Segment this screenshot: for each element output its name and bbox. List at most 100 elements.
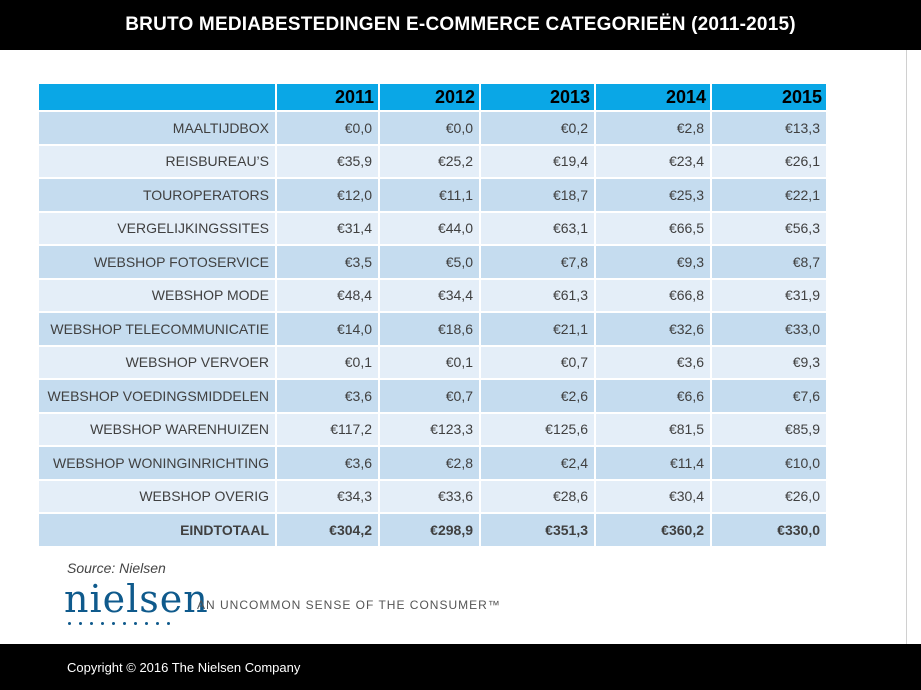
- cell-2014: €2,8: [596, 112, 710, 144]
- table-row: WEBSHOP WONINGINRICHTING €3,6 €2,8 €2,4 …: [39, 447, 826, 479]
- table-row: VERGELIJKINGSSITES €31,4 €44,0 €63,1 €66…: [39, 212, 826, 244]
- nielsen-logo: nielsen: [64, 577, 209, 625]
- cell-2011: €31,4: [277, 212, 378, 244]
- row-category: WEBSHOP WONINGINRICHTING: [39, 447, 275, 479]
- row-category: WEBSHOP VOEDINGSMIDDELEN: [39, 380, 275, 412]
- copyright-text: Copyright © 2016 The Nielsen Company: [67, 659, 301, 675]
- cell-2013: €0,7: [481, 346, 594, 378]
- column-header-2013: 2013: [481, 84, 594, 110]
- column-header-2012: 2012: [380, 84, 479, 110]
- cell-2012: €123,3: [380, 413, 479, 445]
- table-total-row: EINDTOTAAL €304,2 €298,9 €351,3 €360,2 €…: [39, 514, 826, 546]
- cell-2012: €44,0: [380, 212, 479, 244]
- cell-2011: €0,1: [277, 346, 378, 378]
- cell-2012: €0,0: [380, 112, 479, 144]
- cell-2011: €12,0: [277, 179, 378, 211]
- column-header-2011: 2011: [277, 84, 378, 110]
- title-bar: BRUTO MEDIABESTEDINGEN E-COMMERCE CATEGO…: [0, 0, 921, 50]
- cell-2012: €33,6: [380, 480, 479, 512]
- cell-2014: €81,5: [596, 413, 710, 445]
- table-row: TOUROPERATORS €12,0 €11,1 €18,7 €25,3 €2…: [39, 179, 826, 211]
- cell-2011: €48,4: [277, 279, 378, 311]
- row-category: EINDTOTAAL: [39, 514, 275, 546]
- cell-2013: €21,1: [481, 313, 594, 345]
- table-row: WEBSHOP VERVOER €0,1 €0,1 €0,7 €3,6 €9,3: [39, 346, 826, 378]
- cell-2011: €35,9: [277, 145, 378, 177]
- cell-2014: €32,6: [596, 313, 710, 345]
- cell-2013: €125,6: [481, 413, 594, 445]
- cell-2015: €13,3: [712, 112, 826, 144]
- cell-2014: €66,8: [596, 279, 710, 311]
- cell-2015: €7,6: [712, 380, 826, 412]
- cell-2014: €6,6: [596, 380, 710, 412]
- table-header-row: 2011 2012 2013 2014 2015: [39, 84, 826, 110]
- cell-2013: €351,3: [481, 514, 594, 546]
- cell-2013: €2,6: [481, 380, 594, 412]
- media-spend-table: 2011 2012 2013 2014 2015 MAALTIJDBOX €0,…: [37, 82, 828, 548]
- table-row: WEBSHOP TELECOMMUNICATIE €14,0 €18,6 €21…: [39, 313, 826, 345]
- cell-2012: €298,9: [380, 514, 479, 546]
- cell-2015: €9,3: [712, 346, 826, 378]
- column-header-2014: 2014: [596, 84, 710, 110]
- cell-2013: €0,2: [481, 112, 594, 144]
- cell-2014: €66,5: [596, 212, 710, 244]
- cell-2012: €11,1: [380, 179, 479, 211]
- cell-2015: €33,0: [712, 313, 826, 345]
- cell-2013: €63,1: [481, 212, 594, 244]
- cell-2012: €5,0: [380, 246, 479, 278]
- table-row: WEBSHOP WARENHUIZEN €117,2 €123,3 €125,6…: [39, 413, 826, 445]
- row-category: WEBSHOP MODE: [39, 279, 275, 311]
- cell-2012: €0,1: [380, 346, 479, 378]
- cell-2015: €31,9: [712, 279, 826, 311]
- cell-2014: €11,4: [596, 447, 710, 479]
- scroll-strip: [906, 50, 921, 644]
- footer-bar: Copyright © 2016 The Nielsen Company: [0, 644, 921, 690]
- row-category: WEBSHOP TELECOMMUNICATIE: [39, 313, 275, 345]
- table-row: WEBSHOP MODE €48,4 €34,4 €61,3 €66,8 €31…: [39, 279, 826, 311]
- cell-2014: €360,2: [596, 514, 710, 546]
- table-row: WEBSHOP VOEDINGSMIDDELEN €3,6 €0,7 €2,6 …: [39, 380, 826, 412]
- cell-2013: €2,4: [481, 447, 594, 479]
- logo-tagline: AN UNCOMMON SENSE OF THE CONSUMER™: [197, 598, 501, 612]
- row-category: WEBSHOP OVERIG: [39, 480, 275, 512]
- page-title: BRUTO MEDIABESTEDINGEN E-COMMERCE CATEGO…: [125, 14, 796, 35]
- cell-2014: €3,6: [596, 346, 710, 378]
- source-note: Source: Nielsen: [67, 560, 166, 576]
- row-category: WEBSHOP VERVOER: [39, 346, 275, 378]
- cell-2013: €7,8: [481, 246, 594, 278]
- cell-2012: €0,7: [380, 380, 479, 412]
- cell-2012: €25,2: [380, 145, 479, 177]
- column-header-category: [39, 84, 275, 110]
- cell-2015: €330,0: [712, 514, 826, 546]
- cell-2015: €10,0: [712, 447, 826, 479]
- cell-2015: €22,1: [712, 179, 826, 211]
- table-row: MAALTIJDBOX €0,0 €0,0 €0,2 €2,8 €13,3: [39, 112, 826, 144]
- cell-2011: €304,2: [277, 514, 378, 546]
- cell-2014: €23,4: [596, 145, 710, 177]
- logo-wordmark: nielsen: [64, 577, 209, 621]
- row-category: WEBSHOP FOTOSERVICE: [39, 246, 275, 278]
- cell-2012: €2,8: [380, 447, 479, 479]
- cell-2013: €18,7: [481, 179, 594, 211]
- cell-2013: €61,3: [481, 279, 594, 311]
- row-category: WEBSHOP WARENHUIZEN: [39, 413, 275, 445]
- cell-2011: €0,0: [277, 112, 378, 144]
- cell-2013: €28,6: [481, 480, 594, 512]
- cell-2015: €8,7: [712, 246, 826, 278]
- cell-2014: €30,4: [596, 480, 710, 512]
- table-row: WEBSHOP OVERIG €34,3 €33,6 €28,6 €30,4 €…: [39, 480, 826, 512]
- column-header-2015: 2015: [712, 84, 826, 110]
- cell-2015: €26,1: [712, 145, 826, 177]
- row-category: MAALTIJDBOX: [39, 112, 275, 144]
- cell-2012: €18,6: [380, 313, 479, 345]
- row-category: VERGELIJKINGSSITES: [39, 212, 275, 244]
- cell-2014: €9,3: [596, 246, 710, 278]
- cell-2011: €14,0: [277, 313, 378, 345]
- cell-2011: €3,6: [277, 380, 378, 412]
- cell-2012: €34,4: [380, 279, 479, 311]
- cell-2014: €25,3: [596, 179, 710, 211]
- table-row: REISBUREAU’S €35,9 €25,2 €19,4 €23,4 €26…: [39, 145, 826, 177]
- cell-2015: €26,0: [712, 480, 826, 512]
- cell-2011: €34,3: [277, 480, 378, 512]
- cell-2015: €85,9: [712, 413, 826, 445]
